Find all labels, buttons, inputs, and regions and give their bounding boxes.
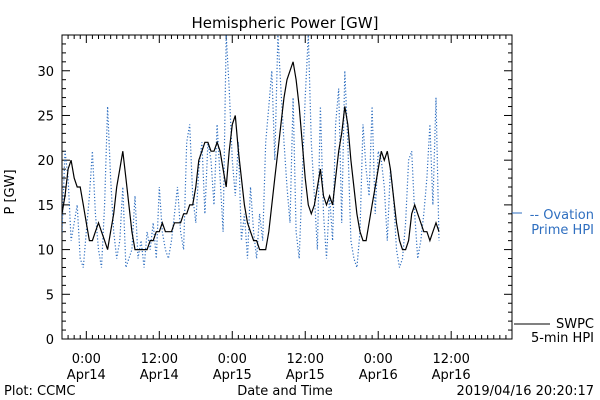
legend-swpc: SWPC 5-min HPI: [514, 317, 594, 346]
x-tick-label-time: 12:00: [141, 352, 178, 367]
legend-swpc-line1: SWPC: [556, 317, 594, 332]
legend-ovation-prime: -- Ovation Prime HPI: [512, 208, 594, 238]
x-axis: 0:00Apr1412:00Apr140:00Apr1512:00Apr150:…: [61, 35, 513, 383]
plot-timestamp: 2019/04/16 20:20:17: [457, 384, 594, 399]
legend-swpc-line2: 5-min HPI: [531, 331, 594, 346]
x-tick-label-time: 0:00: [364, 352, 393, 367]
y-tick-label: 10: [37, 244, 54, 259]
legend-ovation-line2: Prime HPI: [531, 223, 594, 238]
y-tick-label: 0: [46, 333, 54, 348]
y-axis: 0 5 10 15 20 25 30: [37, 34, 512, 348]
plot-credit: Plot: CCMC: [4, 384, 75, 399]
y-tick-label: 15: [37, 199, 54, 214]
y-tick-label: 5: [46, 288, 54, 303]
x-tick-label-date: Apr15: [286, 368, 325, 383]
x-tick-label-date: Apr14: [67, 368, 106, 383]
y-axis-label: P [GW]: [3, 169, 18, 214]
x-tick-label-time: 12:00: [432, 352, 469, 367]
x-tick-label-date: Apr14: [140, 368, 179, 383]
x-tick-label-time: 0:00: [72, 352, 101, 367]
y-tick-label: 30: [37, 65, 54, 80]
series-swpc-line: [62, 61, 440, 251]
x-axis-label: Date and Time: [237, 384, 333, 399]
x-tick-label-date: Apr16: [432, 368, 471, 383]
x-tick-label-time: 12:00: [287, 352, 324, 367]
x-tick-label-time: 0:00: [218, 352, 247, 367]
x-tick-label-date: Apr16: [359, 368, 398, 383]
x-tick-label-date: Apr15: [213, 368, 252, 383]
y-tick-label: 25: [37, 109, 54, 124]
y-tick-label: 20: [37, 154, 54, 169]
legend-ovation-line1: -- Ovation: [530, 208, 594, 223]
chart-title: Hemispheric Power [GW]: [192, 14, 379, 32]
